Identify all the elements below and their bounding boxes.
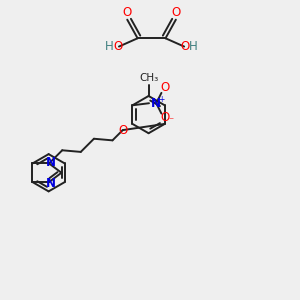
Text: O: O	[118, 124, 127, 136]
Text: H: H	[105, 40, 114, 53]
Text: ⁻: ⁻	[168, 116, 173, 126]
Text: O: O	[113, 40, 123, 53]
Text: O: O	[181, 40, 190, 53]
Text: CH₃: CH₃	[139, 74, 158, 83]
Text: O: O	[171, 6, 181, 19]
Text: O: O	[123, 6, 132, 19]
Text: N: N	[151, 97, 161, 110]
Text: N: N	[46, 177, 56, 190]
Text: O: O	[160, 81, 169, 94]
Text: H: H	[189, 40, 198, 53]
Text: +: +	[158, 94, 165, 103]
Text: O: O	[160, 111, 169, 124]
Text: N: N	[46, 156, 56, 169]
